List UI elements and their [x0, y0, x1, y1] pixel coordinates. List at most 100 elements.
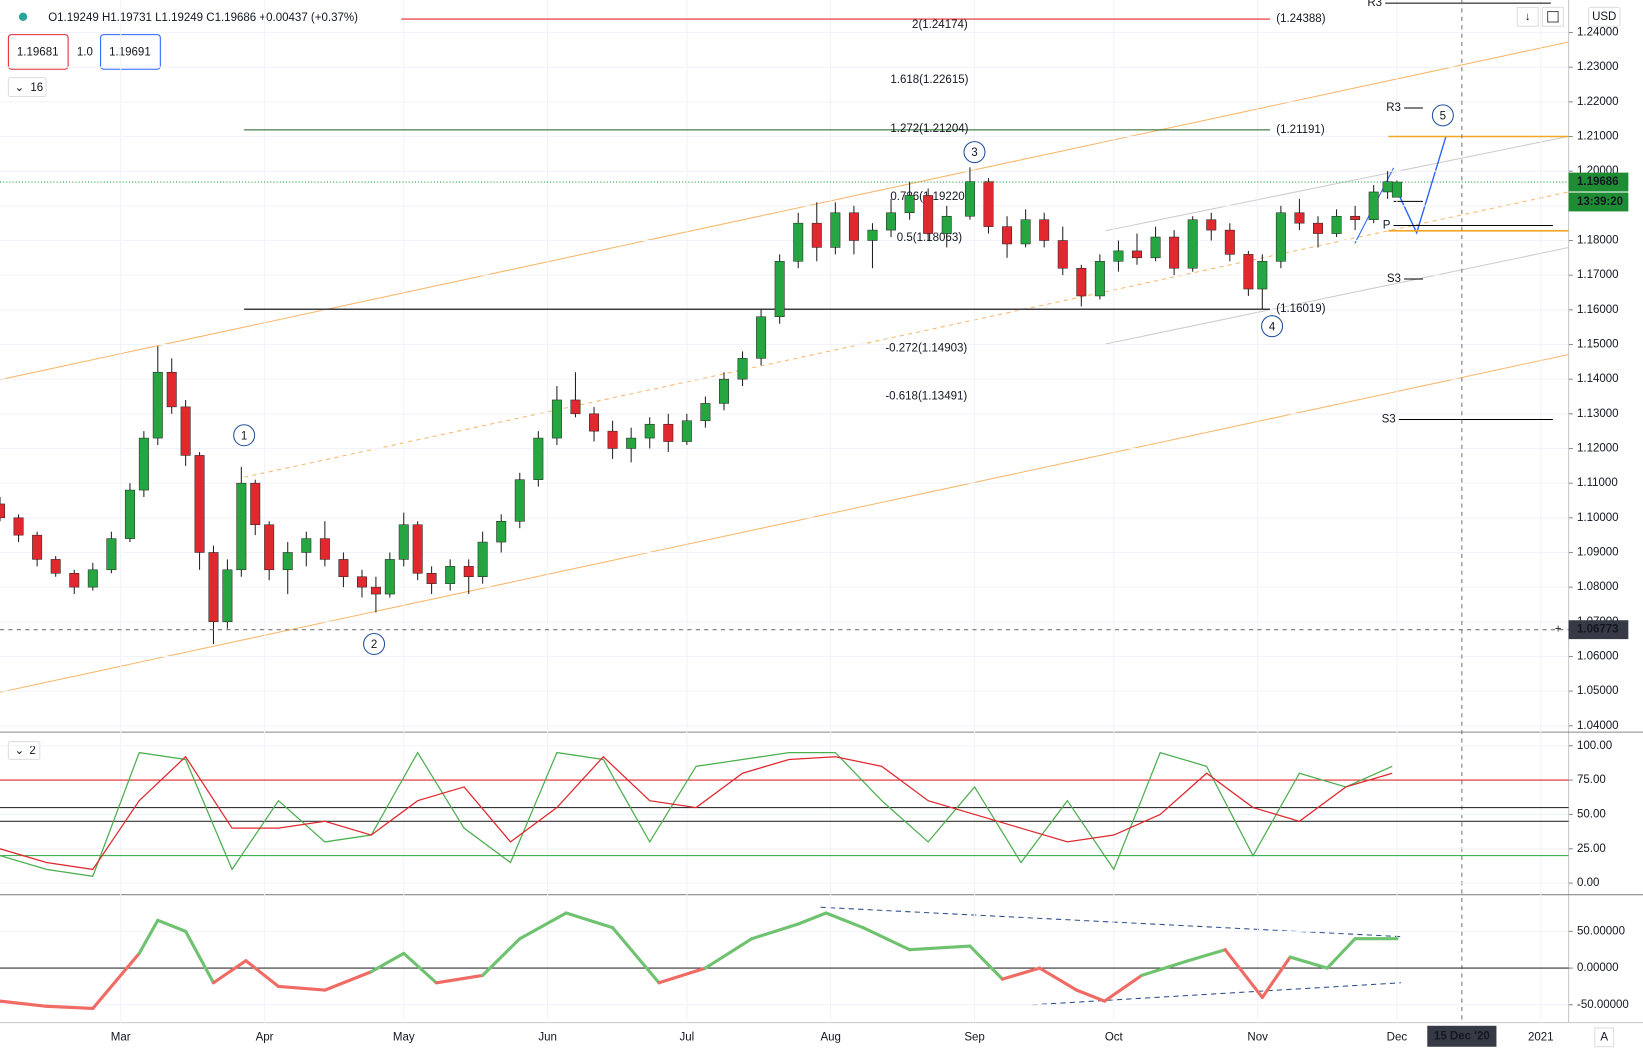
- y-tick-label: 75.00: [1577, 774, 1606, 786]
- buy-button[interactable]: [100, 34, 161, 70]
- y-tick-label: 100.00: [1577, 740, 1612, 752]
- momentum-segment: [750, 922, 800, 941]
- fullscreen-button[interactable]: [1541, 6, 1564, 27]
- wave-label: 5: [1440, 110, 1446, 122]
- y-tick-label: 25.00: [1577, 843, 1606, 855]
- candle-body: [1313, 222, 1323, 234]
- candle-body: [904, 195, 915, 214]
- spread: 1.0: [77, 46, 93, 58]
- candle-body: [412, 524, 423, 574]
- last-price-box: [1568, 172, 1629, 192]
- projection: [1392, 136, 1447, 235]
- channel-line: [0, 353, 1569, 693]
- momentum-segment: [211, 959, 248, 985]
- pivot-label: R3: [1367, 0, 1382, 9]
- candle-body: [1187, 219, 1198, 269]
- sell-button[interactable]: [7, 34, 69, 70]
- candle-body: [644, 423, 655, 439]
- divergence-line: [1032, 982, 1401, 1006]
- scroll-button[interactable]: [1516, 6, 1539, 27]
- momentum-segment: [824, 911, 865, 930]
- candle-body: [848, 212, 859, 241]
- indicator-count: 16: [30, 82, 43, 94]
- crosshair-x-label: 15 Dec '20: [1434, 1030, 1490, 1042]
- candle-body: [774, 261, 785, 318]
- x-tick-label: Jun: [538, 1031, 557, 1043]
- channel-line: [0, 41, 1569, 381]
- y-tick-label: 1.06000: [1577, 651, 1619, 663]
- candle-body: [180, 406, 191, 456]
- ohlc: O1.19249 H1.19731 L1.19249 C1.19686 +0.0…: [48, 12, 358, 24]
- momentum-segment: [564, 911, 615, 930]
- candle-body: [964, 181, 975, 217]
- candle-body: [477, 541, 488, 577]
- candle-body: [1132, 250, 1142, 259]
- fib-label: -0.618(1.13491): [885, 391, 967, 403]
- crosshair-plus: +: [1555, 624, 1562, 636]
- crosshair-y-box: [1568, 620, 1629, 640]
- auto-button[interactable]: [1594, 1027, 1615, 1048]
- fib-level-label: (1.16019): [1276, 303, 1325, 315]
- momentum-segment: [434, 973, 485, 985]
- candle-body: [357, 576, 367, 588]
- fib-label: 1.618(1.22615): [890, 74, 968, 86]
- momentum-segment: [968, 944, 1004, 981]
- candle-body: [264, 524, 275, 571]
- x-tick-label: Aug: [820, 1031, 840, 1043]
- candle-body: [551, 399, 562, 439]
- wave-circle: [963, 141, 986, 164]
- candle-body: [663, 423, 674, 442]
- momentum-segment: [156, 918, 188, 933]
- candle-body: [589, 413, 600, 432]
- wave-label: 3: [971, 147, 977, 159]
- momentum-segment: [1075, 988, 1107, 1003]
- momentum-segment: [44, 1004, 95, 1011]
- momentum-segment: [323, 970, 373, 992]
- candle-body: [1331, 215, 1342, 234]
- candle-body: [867, 229, 878, 241]
- candle-body: [756, 316, 767, 359]
- fib-label: 0.5(1.18063): [897, 232, 962, 244]
- momentum-segment: [908, 944, 972, 952]
- candle-body: [626, 437, 637, 449]
- currency-button[interactable]: [1587, 6, 1621, 27]
- candle-body: [533, 437, 544, 480]
- osc-line: [0, 751, 1393, 877]
- wave-circle: [1431, 104, 1454, 127]
- x-tick-label: Apr: [256, 1031, 274, 1043]
- sell-price: 1.19681: [17, 46, 59, 58]
- buy-price: 1.19691: [109, 46, 151, 58]
- candle-body: [1039, 219, 1050, 241]
- fib-label: -0.272(1.14903): [885, 342, 967, 354]
- candle-body: [69, 573, 80, 588]
- y-tick-label: 1.13000: [1577, 408, 1619, 420]
- momentum-segment: [518, 911, 568, 941]
- candle-body: [236, 482, 247, 571]
- candle-body: [737, 358, 748, 380]
- momentum-segment: [1000, 966, 1042, 981]
- momentum-segment: [0, 999, 48, 1008]
- x-tick-label: May: [393, 1031, 415, 1043]
- momentum-segment: [703, 937, 754, 970]
- y-tick-label: 1.18000: [1577, 235, 1619, 247]
- candle-body: [923, 195, 934, 234]
- momentum-segment: [184, 929, 216, 985]
- candle-body: [830, 212, 841, 248]
- fib-label: 1.272(1.21204): [890, 123, 968, 135]
- candle-body: [1076, 267, 1087, 297]
- chevron: ⌄: [15, 82, 25, 94]
- indicators-toggle[interactable]: [7, 77, 47, 98]
- candle-body: [941, 215, 952, 234]
- y-tick-label: 1.24000: [1577, 27, 1619, 39]
- y-tick-label: 1.21000: [1577, 131, 1619, 143]
- candle-body: [0, 503, 5, 519]
- candle-body: [208, 552, 219, 623]
- momentum-segment: [861, 926, 912, 952]
- candle-body: [811, 222, 822, 248]
- pivot-label: S3: [1387, 273, 1401, 285]
- momentum-segment: [1102, 973, 1144, 1003]
- momentum-segment: [369, 951, 406, 974]
- wave-label: 4: [1269, 321, 1276, 333]
- y-tick-label: 50.00: [1577, 808, 1606, 820]
